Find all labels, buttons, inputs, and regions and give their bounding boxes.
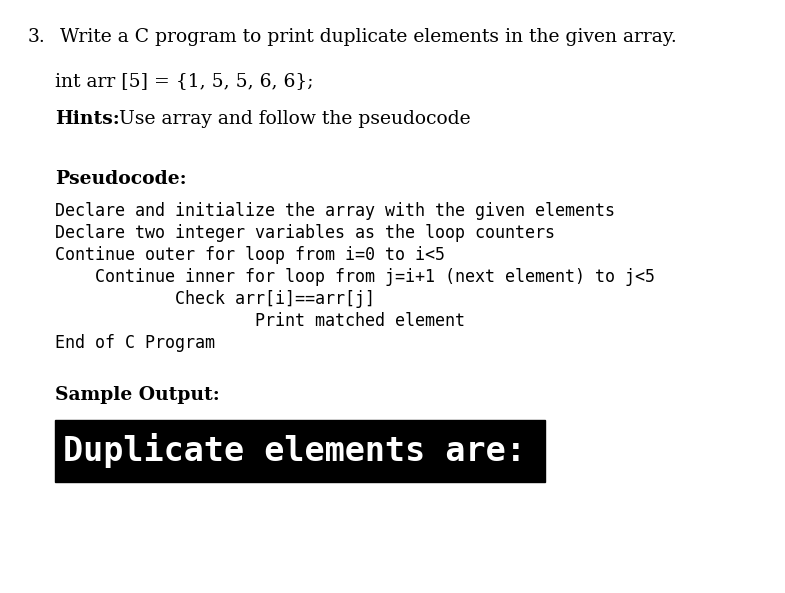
Text: Sample Output:: Sample Output: <box>55 386 220 404</box>
Text: Declare two integer variables as the loop counters: Declare two integer variables as the loo… <box>55 224 555 242</box>
Text: Declare and initialize the array with the given elements: Declare and initialize the array with th… <box>55 202 615 220</box>
Text: Duplicate elements are: 5 6: Duplicate elements are: 5 6 <box>63 433 606 468</box>
Text: Use array and follow the pseudocode: Use array and follow the pseudocode <box>113 110 471 128</box>
FancyBboxPatch shape <box>55 420 545 482</box>
Text: int arr [5] = {1, 5, 5, 6, 6};: int arr [5] = {1, 5, 5, 6, 6}; <box>55 72 313 90</box>
Text: Print matched element: Print matched element <box>55 312 465 330</box>
Text: Continue outer for loop from i=0 to i<5: Continue outer for loop from i=0 to i<5 <box>55 246 445 264</box>
Text: Write a C program to print duplicate elements in the given array.: Write a C program to print duplicate ele… <box>60 28 677 46</box>
Text: Pseudocode:: Pseudocode: <box>55 170 187 188</box>
Text: End of C Program: End of C Program <box>55 334 215 352</box>
Text: Continue inner for loop from j=i+1 (next element) to j<5: Continue inner for loop from j=i+1 (next… <box>55 268 655 286</box>
Text: Hints:: Hints: <box>55 110 120 128</box>
Text: 3.: 3. <box>28 28 46 46</box>
Text: Check arr[i]==arr[j]: Check arr[i]==arr[j] <box>55 290 375 308</box>
